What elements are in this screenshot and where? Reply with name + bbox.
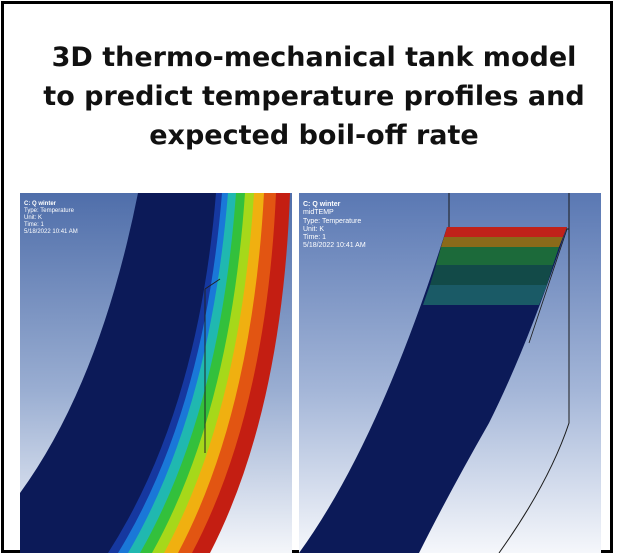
right-ann-time: Time: 1 — [303, 234, 327, 241]
band-red — [444, 227, 567, 237]
left-ann-time: Time: 1 — [24, 222, 44, 229]
band-cyan-dark — [423, 285, 547, 305]
band-olive — [441, 237, 563, 247]
left-ann-unit: Unit: K — [24, 215, 43, 222]
right-ann-date: 5/18/2022 10:41 AM — [303, 242, 366, 250]
title-line-3: expected boil-off rate — [149, 120, 479, 151]
right-ann-result: midTEMP — [303, 209, 334, 217]
title-line-1: 3D thermo-mechanical tank model — [51, 42, 577, 73]
left-ann-date: 5/18/2022 10:41 AM — [24, 229, 78, 236]
right-temperature-contour-panel: C: Q winter midTEMP Type: Temperature Un… — [299, 193, 601, 553]
left-ann-type: Type: Temperature — [24, 208, 74, 215]
outer-outline — [498, 229, 570, 553]
right-annotation: C: Q winter midTEMP Type: Temperature Un… — [303, 201, 366, 251]
contour-band-dark — [20, 193, 216, 553]
band-green — [436, 247, 559, 265]
right-contour-plot — [299, 193, 601, 553]
title-line-2: to predict temperature profiles and — [43, 81, 585, 112]
right-ann-type: Type: Temperature — [303, 217, 362, 225]
left-ann-name: C: Q winter — [24, 201, 57, 207]
wall-body — [299, 227, 567, 553]
right-ann-unit: Unit: K — [303, 225, 325, 233]
left-contour-plot — [20, 193, 292, 553]
right-ann-name: C: Q winter — [303, 201, 341, 208]
edge-line — [528, 228, 568, 344]
slide-title: 3D thermo-mechanical tank model to predi… — [24, 38, 604, 155]
probe-line-top — [204, 278, 221, 290]
left-annotation: C: Q winter Type: Temperature Unit: K Ti… — [24, 201, 78, 236]
left-temperature-contour-panel: C: Q winter Type: Temperature Unit: K Ti… — [20, 193, 292, 553]
band-teal — [430, 265, 553, 285]
slide-frame: 3D thermo-mechanical tank model to predi… — [1, 1, 613, 553]
